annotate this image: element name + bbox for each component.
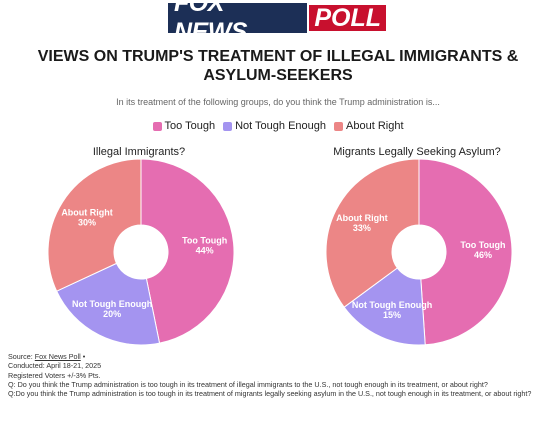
source-suffix: • <box>80 352 86 361</box>
chart-title: Migrants Legally Seeking Asylum? <box>333 146 501 158</box>
legend: Too Tough Not Tough Enough About Right <box>0 120 556 132</box>
slice-too-tough <box>418 158 513 346</box>
legend-swatch <box>223 121 233 131</box>
logo-poll: POLL <box>307 3 388 33</box>
subtitle: In its treatment of the following groups… <box>116 97 440 107</box>
slice-not-tough-enough <box>343 267 426 346</box>
source-link[interactable]: Fox News Poll <box>34 352 81 361</box>
legend-item-about-right: About Right <box>334 120 404 132</box>
slice-label-not-tough-enough: Not Tough Enough <box>72 299 152 309</box>
slice-value-about-right: 33% <box>353 223 371 233</box>
chart-title: Illegal Immigrants? <box>92 146 186 158</box>
slice-label-too-tough: Too Tough <box>182 236 227 246</box>
legend-item-not-tough-enough: Not Tough Enough <box>223 120 326 132</box>
legend-item-too-tough: Too Tough <box>152 120 216 132</box>
source-sample: Registered Voters +/-3% Pts. <box>8 370 101 380</box>
donut-chart-illegal-immigrants: Illegal Immigrants? Too Tough 44% Not Toug… <box>0 144 278 354</box>
source-label: Source: <box>8 352 35 361</box>
donut-chart-asylum-seekers: Migrants Legally Seeking Asylum? Too Tou… <box>278 144 556 354</box>
slice-value-too-tough: 44% <box>196 246 214 256</box>
source-question-1: Q: Do you think the Trump administration… <box>8 379 488 389</box>
source-notes: Source: Fox News Poll • Conducted: April… <box>8 352 548 398</box>
slice-about-right <box>47 158 142 292</box>
slice-label-not-tough-enough: Not Tough Enough <box>352 300 432 310</box>
slice-value-not-tough-enough: 20% <box>103 309 121 319</box>
legend-label: About Right <box>346 120 404 132</box>
source-line: Source: Fox News Poll • <box>8 352 548 361</box>
slice-value-too-tough: 46% <box>474 250 492 260</box>
logo-fox-news: FOX NEWS <box>168 0 308 46</box>
legend-swatch <box>334 121 344 131</box>
slice-too-tough <box>140 158 235 344</box>
slice-value-about-right: 30% <box>78 218 96 228</box>
legend-label: Too Tough <box>164 120 216 132</box>
source-dates: Conducted: April 18-21, 2025 <box>8 361 102 371</box>
legend-swatch <box>152 121 162 131</box>
fox-news-poll-logo: FOX NEWS POLL <box>168 0 388 46</box>
slice-label-about-right: About Right <box>336 213 387 223</box>
slice-label-about-right: About Right <box>61 208 112 218</box>
slice-value-not-tough-enough: 15% <box>383 310 401 320</box>
legend-label: Not Tough Enough <box>235 120 327 132</box>
slice-about-right <box>325 158 420 308</box>
source-question-2: Q:Do you think the Trump administration … <box>8 389 532 399</box>
slice-label-too-tough: Too Tough <box>460 240 505 250</box>
page-title: VIEWS ON TRUMP'S TREATMENT OF ILLEGAL IM… <box>37 48 519 84</box>
slice-not-tough-enough <box>55 262 161 346</box>
